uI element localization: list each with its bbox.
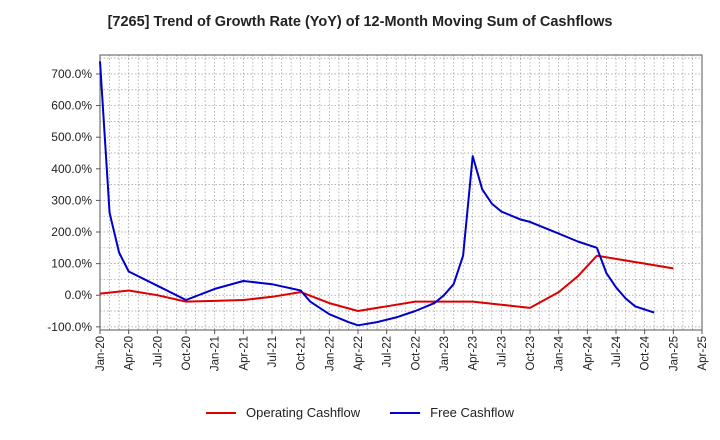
x-tick-label: Apr-22 (353, 336, 365, 371)
legend-label-operating: Operating Cashflow (246, 405, 361, 420)
x-tick-label: Jan-23 (439, 336, 451, 371)
x-tick-label: Apr-24 (582, 335, 594, 370)
legend: Operating Cashflow Free Cashflow (0, 405, 720, 420)
x-tick-label: Oct-22 (410, 336, 422, 371)
x-tick-label: Jul-23 (496, 336, 508, 367)
x-tick-label: Apr-21 (238, 336, 250, 371)
plot-frame (99, 54, 703, 331)
x-tick-label: Oct-21 (296, 336, 308, 371)
x-tick-label: Jan-20 (95, 336, 107, 371)
y-tick-label: 400.0% (51, 162, 92, 176)
chart-title: [7265] Trend of Growth Rate (YoY) of 12-… (107, 14, 613, 30)
legend-swatch-free (390, 411, 421, 414)
y-tick-label: 0.0% (65, 288, 93, 302)
x-tick-label: Apr-20 (124, 336, 136, 371)
x-tick-label: Jul-24 (611, 335, 623, 367)
x-tick-label: Oct-23 (525, 336, 537, 371)
x-tick-label: Jul-21 (267, 336, 279, 367)
label-layer: Jan-20 Apr-20 Jul-20 Oct-20 Jan-21 Apr-21 Jul-… (47, 67, 709, 371)
y-tick-label: -100.0% (47, 320, 92, 334)
y-tick-label: 300.0% (51, 193, 92, 207)
x-tick-label: Jan-24 (554, 335, 566, 371)
x-tick-label: Jan-22 (324, 336, 336, 371)
legend-swatch-operating (206, 411, 236, 414)
x-tick-label: Oct-20 (181, 336, 193, 371)
x-tick-label: Jan-25 (668, 336, 680, 371)
y-tick-label: 500.0% (51, 130, 92, 144)
y-tick-label: 200.0% (51, 225, 92, 239)
legend-item-free-cashflow: Free Cashflow (390, 405, 514, 420)
legend-item-operating-cashflow: Operating Cashflow (206, 405, 360, 420)
y-tick-label: 100.0% (51, 257, 92, 271)
x-tick-label: Jan-21 (210, 336, 222, 371)
series-line-operating-cashflow (99, 254, 674, 312)
x-tick-label: Jul-20 (152, 336, 164, 367)
grid-layer (100, 55, 702, 330)
x-tick-label: Oct-24 (640, 335, 652, 370)
y-tick-label: 700.0% (51, 67, 92, 81)
series-line-free-cashflow (99, 61, 655, 327)
series-layer (99, 61, 674, 327)
legend-label-free: Free Cashflow (430, 405, 514, 420)
x-tick-label: Apr-23 (468, 336, 480, 371)
y-tick-label: 600.0% (51, 99, 92, 113)
x-tick-label: Apr-25 (697, 336, 709, 371)
axis-layer (96, 54, 703, 334)
x-tick-label: Jul-22 (382, 336, 394, 367)
